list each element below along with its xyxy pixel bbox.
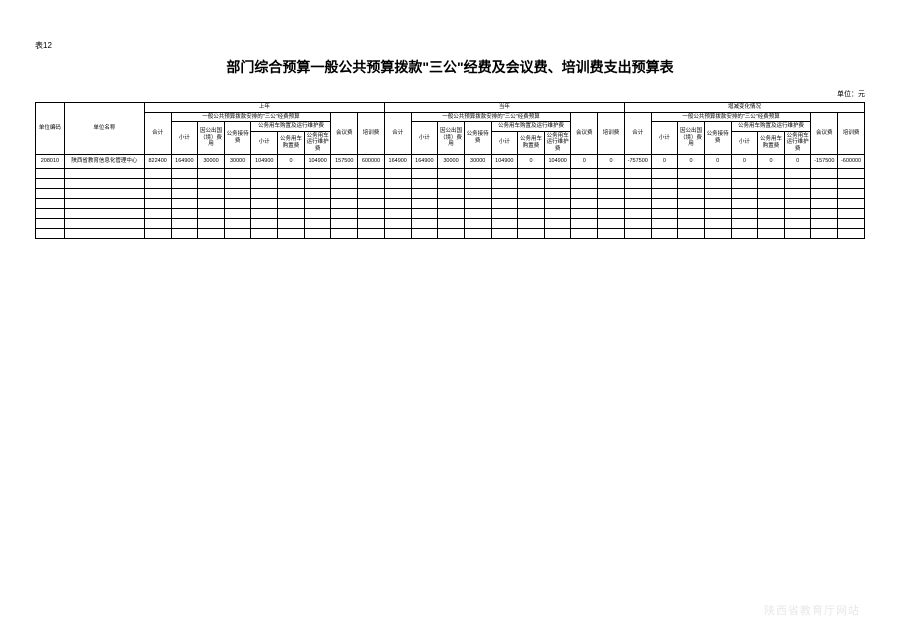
watermark: 陕西省教育厅网站 (764, 602, 860, 618)
cell: 0 (651, 154, 678, 168)
cell: 104900 (304, 154, 331, 168)
table-body: 208010 陕西省教育信息化管理中心 822400 164900 30000 … (36, 154, 865, 238)
th-sangong: 一般公共预算拨款安排的"三公"经费预算 (171, 112, 331, 122)
cell: 822400 (144, 154, 171, 168)
cell: 164900 (411, 154, 438, 168)
cell: 104900 (544, 154, 571, 168)
budget-table: 单位编码 单位名称 上年 当年 增减变化情况 合计 一般公共预算拨款安排的"三公… (35, 102, 865, 239)
th-jiedai: 公务接待费 (704, 122, 731, 154)
cell: 30000 (438, 154, 465, 168)
table-row (36, 178, 865, 188)
cell: 0 (278, 154, 305, 168)
th-peixun: 培训费 (838, 112, 865, 154)
cell: 0 (571, 154, 598, 168)
th-huiyi: 会议费 (571, 112, 598, 154)
th-last-year: 上年 (144, 103, 384, 113)
th-unit-code: 单位编码 (36, 103, 65, 155)
th-peixun: 培训费 (598, 112, 625, 154)
table-row (36, 188, 865, 198)
th-xiaoji: 小计 (491, 131, 518, 154)
th-sangong: 一般公共预算拨款安排的"三公"经费预算 (411, 112, 571, 122)
cell: 600000 (358, 154, 385, 168)
th-yunxing: 公务用车运行维护费 (304, 131, 331, 154)
cell: 30000 (198, 154, 225, 168)
th-chuguo: 因公出国（境）费用 (198, 122, 225, 154)
cell: 164900 (384, 154, 411, 168)
th-heji: 合计 (144, 112, 171, 154)
table-index: 表12 (35, 40, 865, 51)
cell: 104900 (251, 154, 278, 168)
th-xiaoji: 小计 (731, 131, 758, 154)
th-sangong: 一般公共预算拨款安排的"三公"经费预算 (651, 112, 811, 122)
th-unit-name: 单位名称 (64, 103, 144, 155)
cell: 104900 (491, 154, 518, 168)
th-peixun: 培训费 (358, 112, 385, 154)
cell: 30000 (464, 154, 491, 168)
cell: 0 (518, 154, 545, 168)
table-row (36, 208, 865, 218)
cell-code: 208010 (36, 154, 65, 168)
unit-label: 单位：元 (35, 89, 865, 99)
th-heji: 合计 (384, 112, 411, 154)
th-gouzhi: 公务用车购置费 (758, 131, 785, 154)
cell: -757500 (624, 154, 651, 168)
th-yunxing: 公务用车运行维护费 (544, 131, 571, 154)
page-title: 部门综合预算一般公共预算拨款"三公"经费及会议费、培训费支出预算表 (35, 57, 865, 77)
th-vehicle: 公务用车购置及运行维护费 (251, 122, 331, 132)
cell: 0 (784, 154, 811, 168)
th-heji: 合计 (624, 112, 651, 154)
cell: 0 (598, 154, 625, 168)
cell: 30000 (224, 154, 251, 168)
th-change: 增减变化情况 (624, 103, 864, 113)
th-gouzhi: 公务用车购置费 (278, 131, 305, 154)
th-huiyi: 会议费 (331, 112, 358, 154)
th-xiaoji: 小计 (651, 122, 678, 154)
th-gouzhi: 公务用车购置费 (518, 131, 545, 154)
table-row (36, 218, 865, 228)
cell: -600000 (838, 154, 865, 168)
th-xiaoji: 小计 (411, 122, 438, 154)
th-yunxing: 公务用车运行维护费 (784, 131, 811, 154)
th-chuguo: 因公出国（境）费用 (678, 122, 705, 154)
table-row: 208010 陕西省教育信息化管理中心 822400 164900 30000 … (36, 154, 865, 168)
cell-name: 陕西省教育信息化管理中心 (64, 154, 144, 168)
table-row (36, 228, 865, 238)
th-xiaoji: 小计 (251, 131, 278, 154)
cell: 157500 (331, 154, 358, 168)
cell: 0 (678, 154, 705, 168)
cell: -157500 (811, 154, 838, 168)
th-this-year: 当年 (384, 103, 624, 113)
th-jiedai: 公务接待费 (224, 122, 251, 154)
th-vehicle: 公务用车购置及运行维护费 (491, 122, 571, 132)
cell: 164900 (171, 154, 198, 168)
th-xiaoji: 小计 (171, 122, 198, 154)
table-row (36, 198, 865, 208)
cell: 0 (758, 154, 785, 168)
cell: 0 (704, 154, 731, 168)
th-huiyi: 会议费 (811, 112, 838, 154)
table-row (36, 168, 865, 178)
cell: 0 (731, 154, 758, 168)
th-jiedai: 公务接待费 (464, 122, 491, 154)
th-vehicle: 公务用车购置及运行维护费 (731, 122, 811, 132)
th-chuguo: 因公出国（境）费用 (438, 122, 465, 154)
